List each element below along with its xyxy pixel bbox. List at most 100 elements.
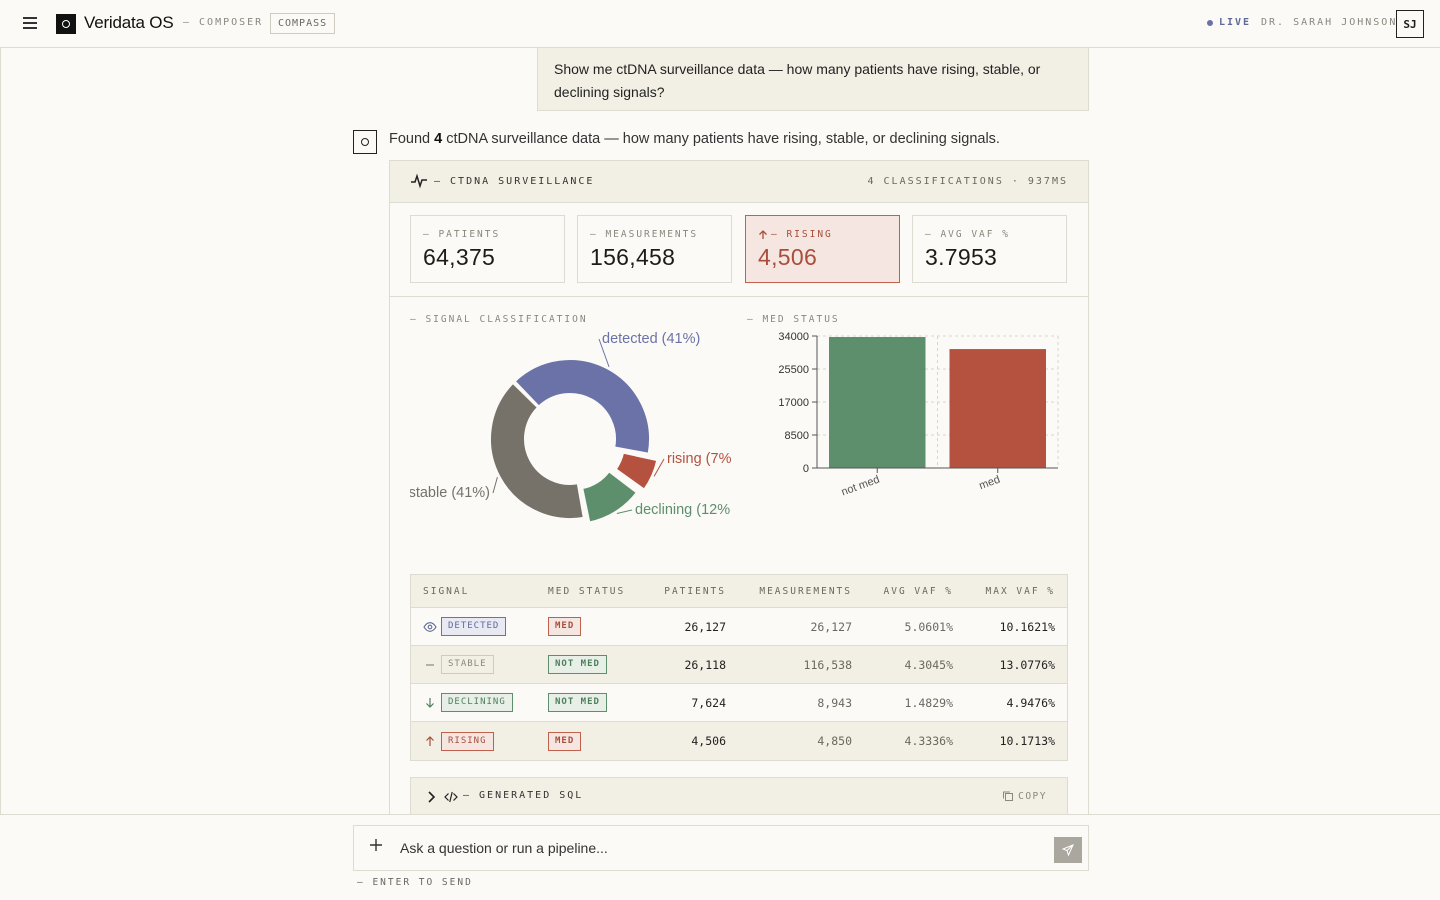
cell-measurements: 8,943 bbox=[817, 695, 852, 710]
donut-slice-stable[interactable] bbox=[489, 381, 585, 520]
user-message: Show me ctDNA surveillance data — how ma… bbox=[537, 48, 1089, 111]
cell-patients: 26,127 bbox=[684, 619, 726, 634]
cell-avg-vaf: 4.3336% bbox=[904, 734, 953, 748]
col-measurements[interactable]: MEASUREMENTS bbox=[759, 585, 852, 597]
frame-divider bbox=[0, 48, 1, 900]
panel-meta: 4 CLASSIFICATIONS · 937MS bbox=[867, 176, 1068, 187]
donut-label-stable: stable (41%) bbox=[410, 485, 490, 501]
kpi-rising: — RISING 4,506 bbox=[745, 215, 900, 283]
signal-badge: RISING bbox=[441, 731, 494, 751]
assistant-icon bbox=[353, 130, 377, 154]
bar-med[interactable] bbox=[949, 349, 1047, 468]
result-panel: — CTDNA SURVEILLANCE 4 CLASSIFICATIONS ·… bbox=[389, 160, 1089, 815]
table-row[interactable]: STABLE NOT MED 26,118 116,538 4.3045% 13… bbox=[411, 646, 1067, 684]
col-avg-vaf[interactable]: AVG VAF % bbox=[883, 585, 953, 597]
kpi-avg-vaf: — AVG VAF % 3.7953 bbox=[912, 215, 1067, 283]
table-row[interactable]: DETECTED MED 26,127 26,127 5.0601% 10.16… bbox=[411, 608, 1067, 646]
donut-slice-declining[interactable] bbox=[581, 469, 639, 524]
answer-suffix: ctDNA surveillance data — how many patie… bbox=[446, 131, 1000, 147]
panel-header: — CTDNA SURVEILLANCE 4 CLASSIFICATIONS ·… bbox=[390, 161, 1088, 203]
kpi-value: 64,375 bbox=[423, 244, 496, 270]
logo-icon bbox=[56, 14, 76, 34]
app-title: Veridata OS bbox=[84, 13, 174, 32]
cell-patients: 26,118 bbox=[684, 657, 726, 672]
arrow-up-icon bbox=[759, 229, 767, 239]
donut-chart-title: — SIGNAL CLASSIFICATION bbox=[410, 314, 588, 325]
cell-avg-vaf: 1.4829% bbox=[904, 695, 953, 710]
bar-chart-title: — MED STATUS bbox=[747, 314, 840, 325]
y-tick-label: 25500 bbox=[778, 364, 809, 376]
menu-icon[interactable] bbox=[23, 17, 37, 29]
bar-not-med[interactable] bbox=[829, 337, 926, 468]
kpi-label-text: — RISING bbox=[771, 229, 833, 240]
kpi-patients: — PATIENTS 64,375 bbox=[410, 215, 565, 283]
eye-icon bbox=[423, 622, 437, 632]
sql-label: — GENERATED SQL bbox=[463, 790, 584, 801]
signal-donut-chart: detected (41%) rising (7% declining (12% st… bbox=[410, 331, 732, 524]
plus-icon[interactable] bbox=[368, 837, 384, 853]
panel-title: — CTDNA SURVEILLANCE bbox=[434, 176, 595, 187]
table-header: SIGNAL MED STATUS PATIENTS MEASUREMENTS … bbox=[411, 575, 1067, 608]
cell-max-vaf: 10.1621% bbox=[999, 619, 1055, 634]
med-badge: NOT MED bbox=[548, 693, 607, 712]
cell-max-vaf: 13.0776% bbox=[999, 657, 1055, 672]
donut-label-detected: detected (41%) bbox=[602, 331, 700, 347]
activity-icon bbox=[411, 173, 427, 189]
y-tick-label: 17000 bbox=[778, 397, 809, 409]
cell-avg-vaf: 4.3045% bbox=[904, 657, 953, 672]
med-badge: MED bbox=[548, 731, 582, 751]
kpi-label: — PATIENTS bbox=[423, 229, 501, 240]
col-med-status[interactable]: MED STATUS bbox=[548, 585, 626, 597]
table-row[interactable]: RISING MED 4,506 4,850 4.3336% 10.1713% bbox=[411, 722, 1067, 760]
med-badge: MED bbox=[548, 617, 582, 636]
enter-hint: — ENTER TO SEND bbox=[357, 877, 473, 888]
table-row[interactable]: DECLINING NOT MED 7,624 8,943 1.4829% 4.… bbox=[411, 684, 1067, 722]
x-tick-label: med bbox=[978, 474, 1002, 493]
nav-composer[interactable]: — COMPOSER bbox=[183, 17, 264, 28]
answer-prefix: Found bbox=[389, 131, 431, 147]
divider bbox=[390, 296, 1088, 297]
kpi-value: 3.7953 bbox=[925, 244, 998, 270]
arrow-down-icon bbox=[426, 698, 434, 708]
col-signal[interactable]: SIGNAL bbox=[423, 585, 470, 597]
cell-avg-vaf: 5.0601% bbox=[904, 619, 953, 634]
signal-badge: DETECTED bbox=[441, 617, 507, 636]
arrow-up-icon bbox=[426, 736, 434, 746]
col-max-vaf[interactable]: MAX VAF % bbox=[985, 585, 1055, 597]
live-label: LIVE bbox=[1219, 17, 1252, 28]
cell-max-vaf: 10.1713% bbox=[999, 734, 1055, 748]
chat-input[interactable] bbox=[400, 837, 1040, 859]
donut-leader-line bbox=[492, 477, 498, 494]
cell-measurements: 116,538 bbox=[803, 657, 852, 672]
live-dot-icon bbox=[1207, 19, 1213, 26]
generated-sql-toggle[interactable]: — GENERATED SQL COPY bbox=[410, 777, 1068, 815]
classification-table: SIGNAL MED STATUS PATIENTS MEASUREMENTS … bbox=[410, 574, 1068, 761]
cell-patients: 4,506 bbox=[691, 734, 726, 748]
cell-max-vaf: 4.9476% bbox=[1006, 695, 1055, 710]
user-name: DR. SARAH JOHNSON bbox=[1261, 17, 1398, 28]
x-tick-label: not med bbox=[840, 474, 881, 499]
assistant-answer: Found 4 ctDNA surveillance data — how ma… bbox=[389, 131, 1000, 147]
kpi-value: 4,506 bbox=[758, 244, 818, 270]
kpi-row: — PATIENTS 64,375 — MEASUREMENTS 156,458… bbox=[410, 215, 1068, 283]
chevron-right-icon[interactable] bbox=[427, 791, 435, 803]
donut-label-declining: declining (12% bbox=[635, 502, 730, 518]
col-patients[interactable]: PATIENTS bbox=[664, 585, 726, 597]
send-icon bbox=[1062, 844, 1074, 856]
kpi-value: 156,458 bbox=[590, 244, 676, 270]
cell-measurements: 4,850 bbox=[817, 734, 852, 748]
donut-slice-detected[interactable] bbox=[513, 358, 651, 455]
copy-icon bbox=[1003, 791, 1014, 801]
med-status-bar-chart: 0 8500 17000 25500 34000 not med med bbox=[778, 331, 1059, 499]
kpi-measurements: — MEASUREMENTS 156,458 bbox=[577, 215, 732, 283]
copy-button[interactable]: COPY bbox=[1002, 790, 1047, 802]
kpi-label: — MEASUREMENTS bbox=[590, 229, 699, 240]
donut-slice-rising[interactable] bbox=[614, 451, 659, 492]
avatar[interactable]: SJ bbox=[1396, 10, 1424, 38]
code-icon bbox=[444, 791, 458, 803]
nav-compass[interactable]: COMPASS bbox=[270, 13, 336, 34]
med-badge: NOT MED bbox=[548, 655, 607, 674]
send-button[interactable] bbox=[1054, 837, 1082, 863]
signal-badge: STABLE bbox=[441, 655, 494, 674]
answer-count: 4 bbox=[434, 131, 443, 147]
